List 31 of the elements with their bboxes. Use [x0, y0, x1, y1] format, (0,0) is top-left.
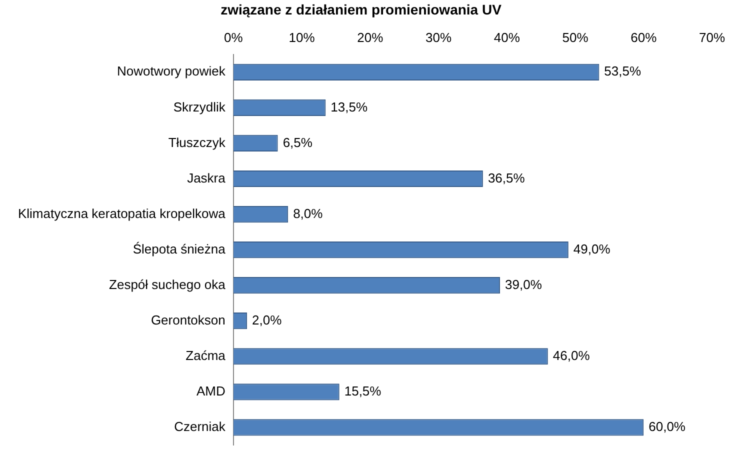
- data-label: 53,5%: [604, 64, 642, 79]
- data-label: 36,5%: [488, 170, 526, 186]
- y-tick-label: AMD: [196, 383, 226, 398]
- x-tick-label: 70%: [698, 30, 726, 46]
- y-tick-label: Skrzydlik: [173, 99, 226, 114]
- y-tick-label: Tłuszczyk: [168, 134, 226, 150]
- x-tick-label: 20%: [357, 30, 384, 46]
- y-tick-label: Zaćma: [186, 348, 226, 363]
- data-label: 2,0%: [252, 312, 282, 328]
- x-tick-label: 60%: [630, 30, 658, 46]
- y-tick-label: Czerniak: [174, 419, 226, 434]
- data-label: 39,0%: [505, 276, 542, 292]
- y-tick-label: Gerontokson: [150, 312, 226, 328]
- y-tick-label: Ślepota śnieżna: [132, 241, 226, 256]
- y-tick-label: Zespół suchego oka: [109, 276, 226, 292]
- data-label: 60,0%: [648, 419, 686, 434]
- data-label: 8,0%: [293, 206, 324, 221]
- data-label: 46,0%: [552, 348, 590, 363]
- data-label: 49,0%: [573, 241, 611, 256]
- y-tick-label: Nowotwory powiek: [117, 64, 226, 79]
- data-label: 13,5%: [330, 99, 368, 114]
- x-tick-label: 30%: [425, 30, 452, 46]
- x-tick-label: 40%: [494, 30, 520, 46]
- data-label: 15,5%: [344, 383, 382, 398]
- data-label: 6,5%: [282, 134, 313, 150]
- y-tick-label: Klimatyczna keratopatia kropelkowa: [18, 206, 226, 221]
- chart-title: związane z działaniem promieniowania UV: [220, 1, 502, 18]
- x-tick-label: 0%: [224, 30, 244, 46]
- x-tick-label: 50%: [562, 30, 589, 46]
- y-tick-label: Jaskra: [187, 170, 226, 186]
- x-tick-label: 10%: [288, 30, 316, 46]
